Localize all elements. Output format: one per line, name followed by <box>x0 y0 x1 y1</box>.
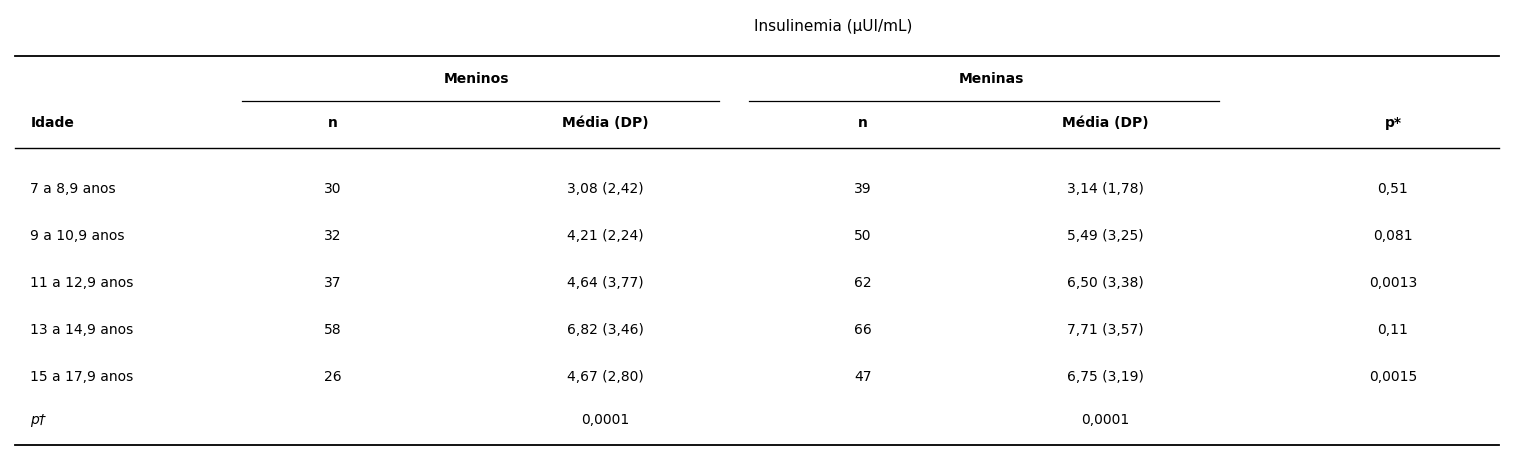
Text: 7 a 8,9 anos: 7 a 8,9 anos <box>30 181 117 196</box>
Text: 0,081: 0,081 <box>1373 229 1413 243</box>
Text: Meninos: Meninos <box>444 71 510 86</box>
Text: Média (DP): Média (DP) <box>562 116 650 131</box>
Text: 15 a 17,9 anos: 15 a 17,9 anos <box>30 370 133 384</box>
Text: 6,50 (3,38): 6,50 (3,38) <box>1067 276 1143 290</box>
Text: 9 a 10,9 anos: 9 a 10,9 anos <box>30 229 124 243</box>
Text: Idade: Idade <box>30 116 74 131</box>
Text: 50: 50 <box>854 229 872 243</box>
Text: 4,21 (2,24): 4,21 (2,24) <box>568 229 643 243</box>
Text: Insulinemia (µUI/mL): Insulinemia (µUI/mL) <box>754 19 911 35</box>
Text: n: n <box>329 116 338 131</box>
Text: 30: 30 <box>324 181 342 196</box>
Text: 6,82 (3,46): 6,82 (3,46) <box>568 323 643 337</box>
Text: 0,0013: 0,0013 <box>1369 276 1417 290</box>
Text: 62: 62 <box>854 276 872 290</box>
Text: 3,14 (1,78): 3,14 (1,78) <box>1067 181 1143 196</box>
Text: 32: 32 <box>324 229 342 243</box>
Text: n: n <box>858 116 868 131</box>
Text: 11 a 12,9 anos: 11 a 12,9 anos <box>30 276 133 290</box>
Text: 0,0001: 0,0001 <box>581 413 630 427</box>
Text: 3,08 (2,42): 3,08 (2,42) <box>568 181 643 196</box>
Text: p†: p† <box>30 413 45 427</box>
Text: 13 a 14,9 anos: 13 a 14,9 anos <box>30 323 133 337</box>
Text: 6,75 (3,19): 6,75 (3,19) <box>1067 370 1143 384</box>
Text: 4,64 (3,77): 4,64 (3,77) <box>568 276 643 290</box>
Text: 0,0015: 0,0015 <box>1369 370 1417 384</box>
Text: 5,49 (3,25): 5,49 (3,25) <box>1067 229 1143 243</box>
Text: p*: p* <box>1384 116 1402 131</box>
Text: 37: 37 <box>324 276 342 290</box>
Text: 58: 58 <box>324 323 342 337</box>
Text: 26: 26 <box>324 370 342 384</box>
Text: 47: 47 <box>854 370 872 384</box>
Text: 4,67 (2,80): 4,67 (2,80) <box>568 370 643 384</box>
Text: Meninas: Meninas <box>958 71 1025 86</box>
Text: 7,71 (3,57): 7,71 (3,57) <box>1067 323 1143 337</box>
Text: Média (DP): Média (DP) <box>1061 116 1149 131</box>
Text: 0,0001: 0,0001 <box>1081 413 1129 427</box>
Text: 66: 66 <box>854 323 872 337</box>
Text: 39: 39 <box>854 181 872 196</box>
Text: 0,11: 0,11 <box>1378 323 1408 337</box>
Text: 0,51: 0,51 <box>1378 181 1408 196</box>
